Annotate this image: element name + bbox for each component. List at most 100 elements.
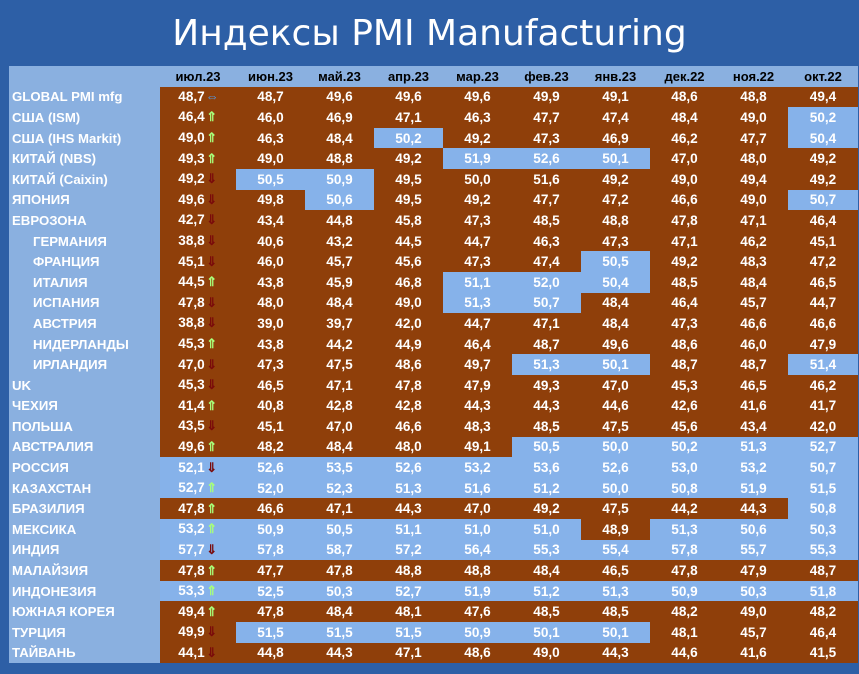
cell-value: 45,7 <box>326 254 353 270</box>
value-cell: 38,8 ⇓ <box>160 230 236 252</box>
value-cell: 51,9 <box>443 580 512 602</box>
value-cell: 44,7 <box>443 230 512 252</box>
value-cell: 51,3 <box>650 519 719 540</box>
cell-value: 50,5 <box>602 254 629 270</box>
value-cell: 49,2 <box>512 498 581 520</box>
cell-value: 50,8 <box>809 501 837 517</box>
value-cell: 52,5 <box>236 580 305 602</box>
cell-value: 48,5 <box>671 274 698 290</box>
cell-value: 47,8 <box>178 562 205 578</box>
value-cell: 51,3 <box>512 354 581 375</box>
value-cell: 50,1 <box>581 622 650 643</box>
cell-value: 50,2 <box>395 130 422 146</box>
table-row: ИСПАНИЯ 47,8 ⇓ 48,0 48,4 49,0 51,3 50,7 48,4 46,4… <box>9 292 858 314</box>
value-cell: 48,8 <box>443 560 512 581</box>
cell-value: 53,2 <box>740 460 767 476</box>
row-label: АВСТРАЛИЯ <box>9 436 160 458</box>
cell-value: 42,0 <box>809 418 837 434</box>
value-cell: 47,8 <box>305 560 374 581</box>
value-cell: 48,3 <box>719 251 788 272</box>
cell-value: 50,0 <box>464 171 491 187</box>
value-cell: 46,2 <box>788 374 858 396</box>
cell-value: 51,5 <box>257 624 284 640</box>
cell-value: 44,7 <box>464 315 491 331</box>
value-cell: 48,7 <box>512 333 581 355</box>
value-cell: 57,8 <box>650 539 719 561</box>
cell-value: 41,5 <box>809 645 837 661</box>
value-cell: 47,4 <box>512 251 581 272</box>
table-row: ТАЙВАНЬ 44,1 ⇓ 44,8 44,3 47,1 48,6 49,0 44,3 44,6… <box>9 642 858 664</box>
value-cell: 46,6 <box>650 189 719 211</box>
value-cell: 50,5 <box>512 436 581 458</box>
column-header: апр.23 <box>374 66 443 87</box>
cell-value: 55,3 <box>809 542 837 558</box>
column-header: май.23 <box>305 66 374 87</box>
value-cell: 48,0 <box>719 148 788 169</box>
cell-value: 50,6 <box>740 521 767 537</box>
value-cell: 43,8 <box>236 271 305 293</box>
cell-value: 50,4 <box>809 130 837 146</box>
value-cell: 47,7 <box>236 560 305 581</box>
cell-value: 52,5 <box>257 583 284 599</box>
value-cell: 49,0 <box>719 189 788 211</box>
cell-value: 43,4 <box>257 212 284 228</box>
cell-value: 49,6 <box>395 89 422 105</box>
value-cell: 50,3 <box>788 519 858 540</box>
arrow-down-icon: ⇓ <box>206 171 218 187</box>
value-cell: 53,2 ⇑ <box>160 519 236 540</box>
value-cell: 49,6 ⇓ <box>160 189 236 211</box>
cell-value: 42,8 <box>326 398 353 414</box>
arrow-down-icon: ⇓ <box>206 356 218 372</box>
cell-value: 47,8 <box>326 563 353 579</box>
value-cell: 51,1 <box>443 271 512 293</box>
value-cell: 48,8 <box>581 210 650 231</box>
cell-value: 48,7 <box>257 89 284 105</box>
arrow-down-icon: ⇓ <box>206 212 218 228</box>
value-cell: 47,8 <box>236 601 305 623</box>
cell-value: 58,7 <box>326 542 353 558</box>
arrow-up-icon: ⇑ <box>206 274 218 290</box>
arrow-down-icon: ⇓ <box>206 233 218 249</box>
table-row: ИТАЛИЯ 44,5 ⇑ 43,8 45,9 46,8 51,1 52,0 50,4 48,5 4… <box>9 271 858 293</box>
cell-value: 53,0 <box>671 460 698 476</box>
value-cell: 44,1 ⇓ <box>160 642 236 664</box>
value-cell: 52,6 <box>236 457 305 478</box>
value-cell: 43,5 ⇓ <box>160 416 236 437</box>
table-row: АВСТРИЯ 38,8 ⇓ 39,0 39,7 42,0 44,7 47,1 48,4 47,3… <box>9 313 858 334</box>
cell-value: 51,1 <box>464 274 491 290</box>
row-label: ИРЛАНДИЯ <box>9 354 160 375</box>
cell-value: 41,7 <box>809 398 837 414</box>
arrow-down-icon: ⇓ <box>206 624 218 640</box>
cell-value: 46,6 <box>257 501 284 517</box>
cell-value: 47,2 <box>809 254 837 270</box>
cell-value: 47,7 <box>533 109 560 125</box>
cell-value: 45,3 <box>671 377 698 393</box>
value-cell: 47,2 <box>788 251 858 272</box>
cell-value: 52,1 <box>178 459 205 475</box>
cell-value: 49,7 <box>464 357 491 373</box>
cell-value: 50,4 <box>602 274 629 290</box>
value-cell: 43,2 <box>305 230 374 252</box>
value-cell: 46,0 <box>719 333 788 355</box>
cell-value: 49,8 <box>257 192 284 208</box>
value-cell: 49,2 <box>443 127 512 149</box>
value-cell: 49,2 <box>443 189 512 211</box>
value-cell: 44,2 <box>650 498 719 520</box>
value-cell: 45,6 <box>650 416 719 437</box>
cell-value: 46,8 <box>395 274 422 290</box>
cell-value: 49,2 <box>809 171 837 187</box>
value-cell: 51,0 <box>512 519 581 540</box>
value-cell: 49,1 <box>581 86 650 108</box>
cell-value: 48,4 <box>326 439 353 455</box>
cell-value: 49,0 <box>257 151 284 167</box>
table-row: БРАЗИЛИЯ 47,8 ⇑ 46,6 47,1 44,3 47,0 49,2 47,5 44,… <box>9 498 858 520</box>
value-cell: 52,0 <box>236 477 305 499</box>
row-label: США (ISM) <box>9 107 160 128</box>
table-row: США (ISM) 46,4 ⇑ 46,0 46,9 47,1 46,3 47,7 47,4 48… <box>9 107 858 128</box>
cell-value: 48,7 <box>740 357 767 373</box>
value-cell: 50,1 <box>512 622 581 643</box>
value-cell: 44,3 <box>719 498 788 520</box>
cell-value: 41,6 <box>740 645 767 661</box>
value-cell: 49,0 ⇑ <box>160 127 236 149</box>
value-cell: 46,4 <box>650 292 719 314</box>
